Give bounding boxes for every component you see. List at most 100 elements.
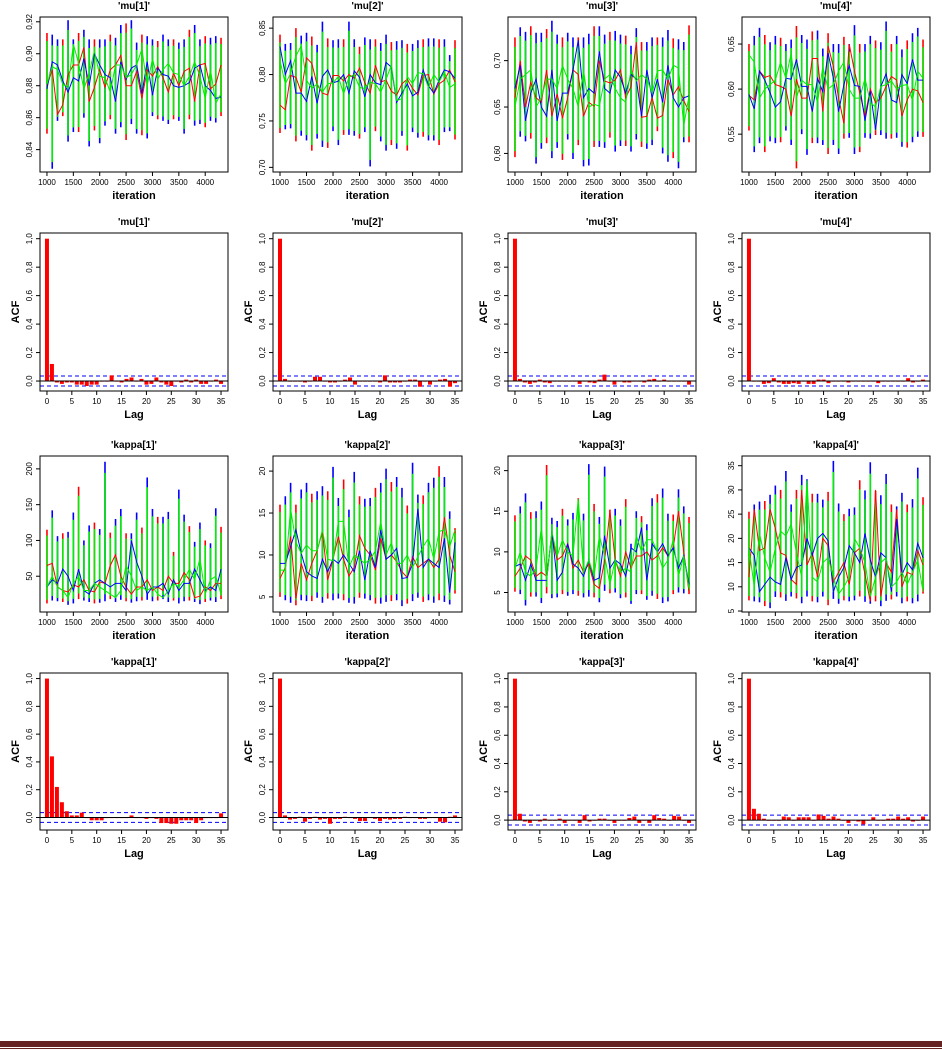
y-tick-label: 0,2 (258, 784, 267, 796)
acf-bar (84, 381, 89, 387)
x-tick-label: 25 (635, 397, 644, 406)
acf-bar (876, 381, 881, 384)
acf-bar (139, 378, 144, 382)
y-tick-label: 15 (727, 558, 736, 567)
y-tick-label: 35 (727, 461, 736, 470)
y-tick-label: 0,8 (25, 700, 34, 712)
x-tick-label: 3000 (612, 618, 630, 627)
x-tick-label: 3000 (612, 178, 630, 187)
x-tick-label: 5 (70, 397, 75, 406)
x-tick-label: 10 (92, 836, 101, 845)
acf-bar (149, 381, 154, 384)
acf-bar (761, 381, 766, 384)
acf-bar (562, 820, 567, 823)
y-tick-label: 20 (727, 533, 736, 542)
acf-bar (159, 817, 164, 824)
acf-bar (642, 381, 647, 383)
acf-bar (512, 678, 517, 821)
acf-bar (453, 381, 457, 384)
y-tick-label: 0,84 (25, 141, 34, 157)
acf-bar (49, 363, 54, 382)
acf-bar (438, 817, 442, 822)
acf-bar (791, 381, 796, 384)
acf-bar (796, 817, 801, 821)
panel-title: 'mu[3]' (586, 1, 618, 12)
x-tick-label: 20 (844, 836, 853, 845)
x-tick-label: 35 (451, 397, 460, 406)
y-tick-label: 0,8 (493, 701, 502, 713)
acf-bar (612, 820, 617, 823)
acf-bar (129, 377, 134, 382)
y-tick-label: 0,0 (258, 811, 267, 823)
x-tick-label: 2500 (117, 178, 135, 187)
acf-bar (303, 381, 307, 383)
y-tick-label: 0,2 (727, 786, 736, 798)
acf-bar (174, 817, 179, 824)
acf-bar (169, 381, 174, 387)
x-tick-label: 2500 (351, 178, 369, 187)
acf-bar (278, 238, 282, 382)
x-tick-label: 20 (142, 397, 151, 406)
acf-bar (199, 817, 204, 821)
chain-1-line (46, 553, 222, 599)
plot-area (273, 238, 462, 387)
x-tick-label: 35 (217, 836, 226, 845)
acf-bar (577, 820, 582, 823)
x-tick-label: 30 (660, 836, 669, 845)
chain-3-line (514, 499, 690, 589)
x-tick-label: 30 (426, 397, 435, 406)
x-tick-label: 15 (585, 836, 594, 845)
x-tick-label: 2000 (91, 618, 109, 627)
acf-bar (911, 381, 916, 383)
x-tick-label: 1500 (532, 618, 550, 627)
x-tick-label: 4000 (430, 178, 448, 187)
acf-bar (527, 820, 532, 823)
acf-bar (846, 381, 851, 383)
y-tick-label: 0,0 (727, 375, 736, 387)
acf-bar (383, 375, 387, 382)
trace-panel: 'mu[4]' 1000 1500 2000 2500 3000 3500 4000 0,55 0… (727, 1, 931, 202)
acf-bar (443, 378, 447, 382)
acf-bar (54, 381, 59, 383)
acf-bar (318, 376, 322, 382)
acf-bar (806, 381, 811, 384)
x-tick-label: 30 (192, 836, 201, 845)
acf-bar (338, 817, 342, 819)
y-tick-label: 0,60 (727, 81, 736, 97)
acf-bar (756, 813, 761, 821)
acf-bar (776, 381, 781, 383)
y-axis-label: ACF (478, 300, 490, 323)
x-tick-label: 2000 (324, 618, 342, 627)
acf-bar (388, 381, 392, 383)
acf-bar (154, 377, 159, 382)
acf-bar (74, 381, 79, 385)
acf-bar (662, 379, 667, 382)
y-tick-label: 0,0 (493, 375, 502, 387)
footer-rule-thick (0, 1041, 942, 1047)
acf-bar (597, 379, 602, 382)
y-tick-label: 0,6 (258, 290, 267, 302)
x-tick-label: 15 (819, 397, 828, 406)
y-tick-label: 0,65 (727, 36, 736, 52)
panel-title: 'kappa[3]' (579, 440, 625, 451)
x-axis-label: iteration (580, 190, 624, 202)
y-tick-label: 0,86 (25, 109, 34, 125)
acf-bar (448, 381, 452, 387)
x-axis-label: iteration (346, 190, 390, 202)
y-tick-label: 0,4 (258, 756, 267, 768)
x-tick-label: 30 (192, 397, 201, 406)
x-tick-label: 10 (92, 397, 101, 406)
x-tick-label: 4000 (664, 618, 682, 627)
acf-bar (204, 381, 209, 384)
x-tick-label: 3000 (846, 618, 864, 627)
chain-1-line (748, 43, 924, 124)
x-axis-label: Lag (592, 848, 612, 860)
plot-frame (272, 16, 463, 173)
y-tick-label: 0,2 (258, 346, 267, 358)
acf-bar (836, 818, 841, 821)
acf-bar (652, 815, 657, 821)
trace-panel: 'kappa[4]' 1000 1500 2000 2500 3000 3500 4000 5 1… (727, 440, 931, 642)
x-tick-label: 0 (513, 836, 518, 845)
y-tick-label: 0,0 (258, 375, 267, 387)
plot-area (279, 462, 456, 607)
